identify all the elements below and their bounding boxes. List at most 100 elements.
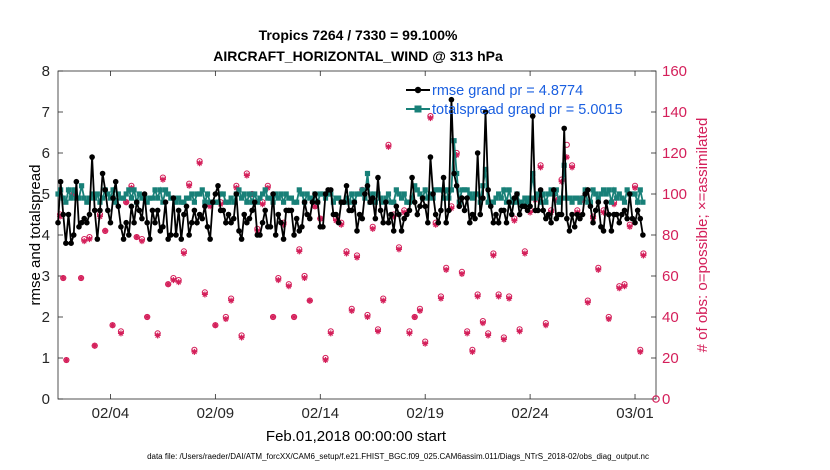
- rmse-point: [228, 219, 234, 226]
- rmse-point: [600, 228, 607, 234]
- totalspread-point: [139, 195, 145, 201]
- obs-assimilated-point: [270, 314, 277, 320]
- rmse-point: [356, 211, 363, 218]
- totalspread-point: [433, 187, 439, 193]
- obs-assimilated-point: [175, 279, 182, 286]
- obs-assimilated-point: [154, 332, 161, 339]
- totalspread-point: [451, 138, 457, 144]
- totalspread-point: [608, 199, 615, 205]
- totalspread-point: [461, 187, 468, 193]
- rmse-point: [493, 211, 499, 218]
- totalspread-point: [228, 195, 234, 201]
- rmse-point: [296, 228, 303, 234]
- rmse-point: [241, 211, 248, 218]
- obs-assimilated-point: [422, 340, 429, 347]
- rmse-point: [70, 232, 77, 238]
- obs-assimilated-point: [354, 254, 360, 261]
- totalspread-point: [79, 183, 85, 189]
- obs-assimilated-point: [280, 221, 287, 228]
- rmse-point: [626, 191, 633, 197]
- obs-assimilated-point: [91, 342, 98, 349]
- x-tick-label: 02/19: [406, 405, 444, 422]
- totalspread-point: [624, 187, 630, 193]
- rmse-point: [322, 191, 329, 197]
- totalspread-point: [537, 199, 544, 205]
- rmse-point: [312, 191, 318, 197]
- totalspread-point: [113, 199, 119, 205]
- totalspread-point: [635, 199, 641, 205]
- totalspread-point: [438, 187, 444, 193]
- totalspread-point: [123, 191, 129, 197]
- totalspread-point: [278, 191, 284, 197]
- plot-area: [57, 70, 657, 400]
- rmse-point: [482, 109, 489, 115]
- obs-assimilated-point: [233, 184, 240, 191]
- rmse-point: [131, 219, 137, 226]
- totalspread-point: [464, 187, 470, 193]
- rmse-point: [194, 219, 200, 226]
- rmse-point: [411, 199, 418, 205]
- totalspread-point: [572, 195, 578, 201]
- rmse-point: [236, 228, 242, 234]
- chart-title: Tropics 7264 / 7330 = 99.100%: [259, 27, 458, 43]
- rmse-point: [102, 187, 109, 193]
- rmse-point: [571, 224, 578, 230]
- totalspread-point: [396, 191, 402, 197]
- rmse-point: [621, 207, 628, 214]
- obs-assimilated-point: [191, 348, 198, 355]
- rmse-point: [440, 174, 447, 181]
- rmse-point: [68, 240, 74, 246]
- rmse-point: [640, 232, 646, 238]
- totalspread-point: [343, 195, 350, 201]
- totalspread-point: [472, 191, 478, 197]
- totalspread-point: [409, 195, 415, 201]
- obs-assimilated-point: [238, 334, 245, 341]
- totalspread-point: [530, 170, 536, 177]
- totalspread-point: [191, 199, 197, 205]
- rmse-point: [603, 199, 609, 205]
- obs-assimilated-point: [563, 154, 570, 161]
- obs-assimilated-point: [374, 328, 381, 335]
- rmse-point: [233, 191, 240, 197]
- rmse-point: [204, 224, 211, 230]
- totalspread-point: [359, 187, 365, 193]
- totalspread-point: [469, 195, 476, 201]
- totalspread-point: [640, 199, 646, 205]
- totalspread-point: [183, 195, 190, 201]
- totalspread-point: [566, 195, 573, 201]
- rmse-point: [225, 211, 232, 218]
- totalspread-point: [283, 191, 289, 197]
- rmse-point: [333, 211, 339, 218]
- rmse-point: [89, 154, 95, 160]
- totalspread-point: [118, 195, 124, 201]
- obs-zero-point: [652, 395, 660, 403]
- rmse-point: [309, 199, 316, 205]
- obs-assimilated-point: [338, 221, 345, 228]
- rmse-point: [529, 113, 536, 119]
- rmse-point: [314, 199, 321, 205]
- rmse-point: [97, 207, 103, 214]
- totalspread-point: [574, 195, 580, 201]
- obs-assimilated-point: [264, 184, 271, 191]
- obs-assimilated-point: [416, 307, 423, 314]
- rmse-point: [564, 215, 570, 222]
- totalspread-point: [236, 187, 242, 193]
- rmse-point: [270, 191, 276, 197]
- totalspread-point: [162, 187, 169, 193]
- totalspread-point: [259, 191, 266, 197]
- rmse-point: [152, 219, 158, 226]
- obs-assimilated-point: [109, 322, 116, 329]
- rmse-point: [516, 211, 523, 218]
- rmse-point: [472, 215, 478, 222]
- x-tick-label: 02/24: [511, 405, 549, 422]
- rmse-point: [299, 224, 305, 230]
- totalspread-point: [136, 191, 142, 197]
- totalspread-point: [238, 195, 245, 201]
- obs-assimilated-point: [222, 316, 229, 323]
- totalspread-point: [422, 187, 428, 193]
- obs-assimilated-point: [569, 164, 576, 171]
- rmse-point: [78, 219, 85, 226]
- obs-assimilated-point: [584, 299, 591, 306]
- obs-assimilated-point: [201, 291, 208, 298]
